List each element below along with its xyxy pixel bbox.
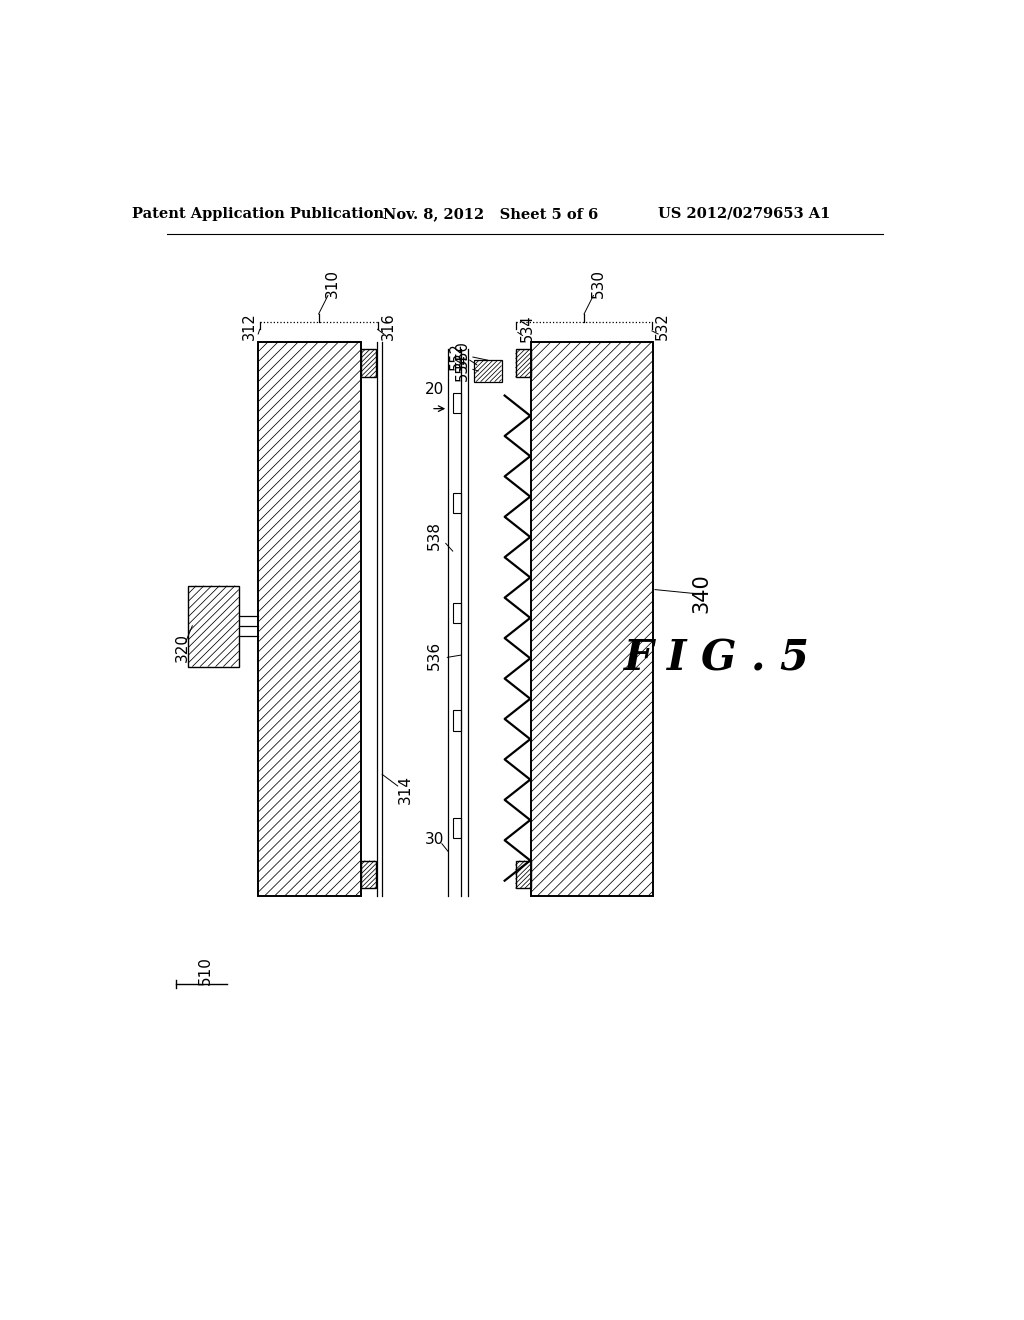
Bar <box>360 861 376 888</box>
Bar <box>474 360 502 381</box>
Text: 316: 316 <box>381 313 396 341</box>
Text: F I G . 5: F I G . 5 <box>624 638 810 680</box>
Text: 538: 538 <box>427 521 442 550</box>
Text: 550: 550 <box>455 341 470 368</box>
Text: 314: 314 <box>398 775 413 804</box>
Text: 510: 510 <box>198 956 213 985</box>
Text: 552: 552 <box>449 342 464 370</box>
Bar <box>188 586 239 667</box>
Text: 532: 532 <box>655 313 671 341</box>
Text: 320: 320 <box>175 632 189 661</box>
Text: Nov. 8, 2012   Sheet 5 of 6: Nov. 8, 2012 Sheet 5 of 6 <box>383 207 598 220</box>
Text: 554: 554 <box>455 354 470 381</box>
Bar <box>453 710 461 730</box>
Text: 310: 310 <box>325 269 340 298</box>
Text: Patent Application Publication: Patent Application Publication <box>132 207 384 220</box>
Text: 20: 20 <box>425 381 444 397</box>
Bar <box>453 603 461 623</box>
Bar <box>531 342 653 896</box>
Bar <box>515 350 531 378</box>
Text: 530: 530 <box>591 269 605 298</box>
Text: 340: 340 <box>691 574 712 614</box>
Text: 312: 312 <box>242 313 257 341</box>
Text: 534: 534 <box>519 314 535 342</box>
Bar <box>515 861 531 888</box>
Bar <box>453 818 461 838</box>
Bar <box>453 393 461 413</box>
Bar <box>258 342 360 896</box>
Text: 536: 536 <box>427 640 442 669</box>
Text: US 2012/0279653 A1: US 2012/0279653 A1 <box>658 207 830 220</box>
Bar <box>360 350 376 378</box>
Text: 30: 30 <box>425 833 444 847</box>
Bar <box>453 494 461 513</box>
